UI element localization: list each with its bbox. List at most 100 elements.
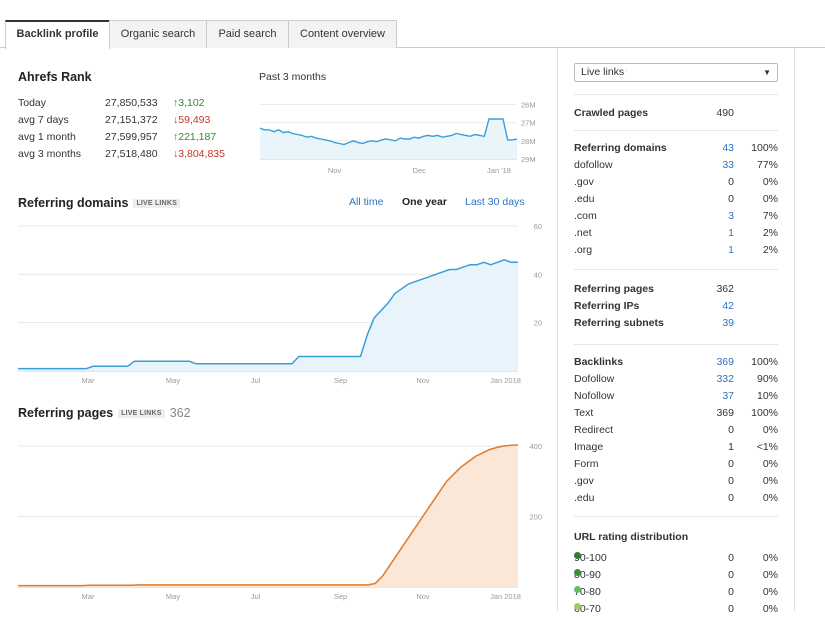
- rating-dot-icon: [574, 586, 581, 593]
- row-label: .gov: [574, 475, 594, 487]
- row-percent: 0%: [762, 492, 778, 504]
- row-percent: 0%: [762, 458, 778, 470]
- rank-change: ↑3,102: [173, 97, 205, 109]
- y-tick-label: 27M: [521, 119, 536, 128]
- row-value: 0: [728, 492, 734, 504]
- main-panel: Ahrefs Rank ⁱ Past 3 months Today 27,850…: [0, 48, 557, 611]
- x-tick-label: Mar: [82, 376, 95, 385]
- row-value[interactable]: 39: [722, 317, 734, 329]
- stat-row: .edu 0 0%: [574, 193, 780, 210]
- y-tick-label: 40: [534, 270, 542, 279]
- row-label: .gov: [574, 176, 594, 188]
- x-tick-label: Jul: [251, 376, 261, 385]
- row-value: 490: [716, 107, 734, 119]
- live-links-badge: LIVE LINKS: [133, 199, 180, 209]
- row-label: Backlinks: [574, 356, 624, 368]
- tab-content-overview[interactable]: Content overview: [288, 20, 397, 48]
- filter-all-time[interactable]: All time: [349, 196, 384, 208]
- row-label: Form: [574, 458, 599, 470]
- sidebar: Live links ⁱ ▼ Crawled pages 490 Referrin…: [557, 48, 795, 615]
- row-label: 60-70: [574, 603, 601, 615]
- x-tick-label: Nov: [416, 592, 430, 601]
- y-tick-label: 20: [534, 319, 542, 328]
- tab-organic-search[interactable]: Organic search: [109, 20, 207, 48]
- row-value: 0: [728, 552, 734, 564]
- row-value[interactable]: 369: [716, 356, 734, 368]
- live-links-select[interactable]: Live links ⁱ ▼: [574, 63, 778, 82]
- row-percent: 100%: [751, 356, 778, 368]
- referring-domains-chart: 20 40 60 Mar May Jul Sep Nov Jan 2018: [18, 222, 542, 385]
- row-label: Referring domains: [574, 142, 667, 154]
- row-label: Nofollow: [574, 390, 615, 402]
- y-tick-label: 200: [529, 513, 542, 522]
- row-value[interactable]: 3: [728, 210, 734, 222]
- rank-label: avg 1 month: [18, 131, 76, 143]
- rank-value: 27,518,480: [105, 148, 158, 160]
- divider: [574, 516, 778, 517]
- tab-paid-search[interactable]: Paid search: [206, 20, 289, 48]
- row-percent: <1%: [756, 441, 778, 453]
- filter-last-30-days[interactable]: Last 30 days: [465, 196, 525, 208]
- x-tick-label: May: [166, 592, 180, 601]
- row-value: 0: [728, 475, 734, 487]
- x-tick-label: Nov: [328, 166, 342, 175]
- referring-domains-title: Referring domains LIVE LINKS: [18, 196, 180, 210]
- row-percent: 0%: [762, 193, 778, 205]
- chevron-down-icon: ▼: [763, 68, 771, 77]
- row-value: 0: [728, 424, 734, 436]
- row-percent: 0%: [762, 424, 778, 436]
- filter-one-year[interactable]: One year: [402, 196, 447, 208]
- rank-change: ↓3,804,835: [173, 148, 225, 160]
- row-value[interactable]: 42: [722, 300, 734, 312]
- row-label: Text: [574, 407, 594, 419]
- stat-row: Image 1 <1%: [574, 441, 780, 458]
- row-percent: 0%: [762, 569, 778, 581]
- row-percent: 77%: [756, 159, 778, 171]
- row-value[interactable]: 1: [728, 244, 734, 256]
- x-tick-label: Jan 2018: [490, 592, 521, 601]
- live-links-badge: LIVE LINKS: [118, 409, 165, 419]
- row-percent: 0%: [762, 586, 778, 598]
- stat-row: Form 0 0%: [574, 458, 780, 475]
- rating-dot-icon: [574, 603, 581, 610]
- tab-bar: Backlink profile Organic search Paid sea…: [0, 0, 825, 49]
- series-line: [18, 444, 519, 587]
- rank-row: Today 27,850,533 ↑3,102: [18, 97, 238, 114]
- divider: [574, 269, 778, 270]
- stat-row: .com 3 7%: [574, 210, 780, 227]
- row-value[interactable]: 33: [722, 159, 734, 171]
- stat-row: 80-90 0 0%: [574, 569, 780, 586]
- divider: [574, 94, 778, 95]
- rank-row: avg 3 months 27,518,480 ↓3,804,835: [18, 148, 238, 165]
- row-percent: 0%: [762, 475, 778, 487]
- row-percent: 100%: [751, 407, 778, 419]
- tab-backlink-profile[interactable]: Backlink profile: [5, 20, 110, 49]
- row-value[interactable]: 1: [728, 227, 734, 239]
- y-tick-label: 28M: [521, 137, 536, 146]
- referring-pages-count: 362: [169, 406, 191, 420]
- row-value: 1: [728, 441, 734, 453]
- row-label: .com: [574, 210, 597, 222]
- url-rating-title: URL rating distribution: [574, 531, 689, 543]
- row-value[interactable]: 43: [722, 142, 734, 154]
- divider: [574, 130, 778, 131]
- rank-value: 27,151,372: [105, 114, 158, 126]
- row-value[interactable]: 332: [716, 373, 734, 385]
- row-label: .edu: [574, 193, 595, 205]
- x-tick-label: Jan '18: [487, 166, 511, 175]
- row-label: .org: [574, 244, 593, 256]
- row-label: Dofollow: [574, 373, 615, 385]
- stat-row: 70-80 0 0%: [574, 586, 780, 603]
- row-value[interactable]: 37: [722, 390, 734, 402]
- x-tick-label: Jul: [251, 592, 261, 601]
- rank-value: 27,599,957: [105, 131, 158, 143]
- row-value: 0: [728, 586, 734, 598]
- x-tick-label: Dec: [413, 166, 427, 175]
- series-line: [259, 118, 518, 146]
- rating-dot-icon: [574, 569, 581, 576]
- row-label: Referring IPs: [574, 300, 640, 312]
- referring-pages-chart: 200 400 Mar May Jul Sep Nov Jan 2018: [18, 442, 542, 601]
- stat-row: Referring IPs 42: [574, 300, 780, 317]
- series-area: [18, 445, 518, 587]
- row-label: Image: [574, 441, 604, 453]
